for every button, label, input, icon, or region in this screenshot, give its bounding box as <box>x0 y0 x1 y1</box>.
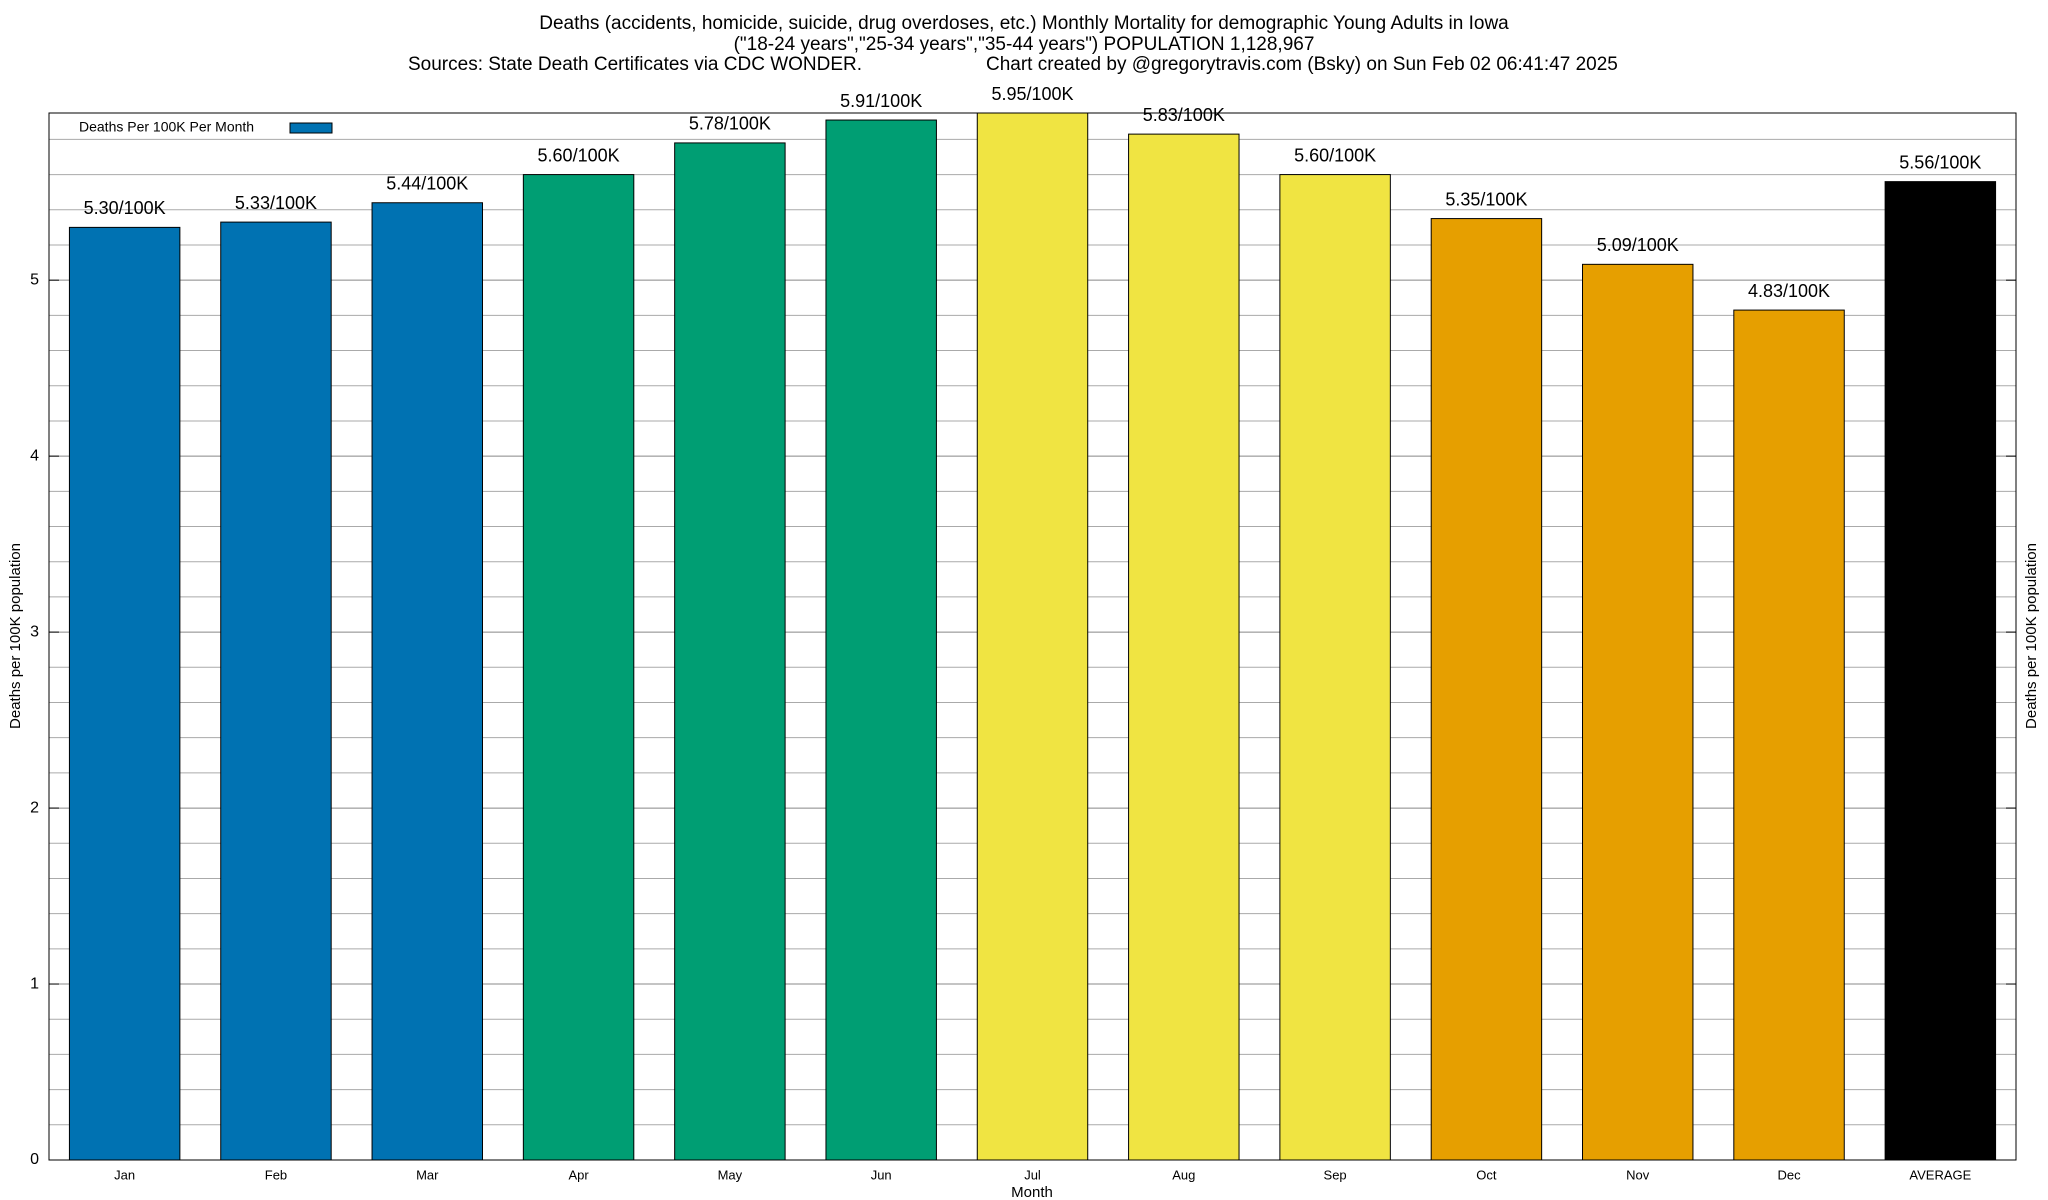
bar <box>825 119 937 1161</box>
bar <box>68 226 181 1161</box>
x-axis-label: Month <box>1011 1184 1053 1200</box>
x-tick-label: Nov <box>1626 1167 1650 1182</box>
y-tick-label: 5 <box>30 271 39 288</box>
value-label: 5.56/100K <box>1899 152 1981 172</box>
y-tick-label: 1 <box>30 975 39 992</box>
value-label: 5.83/100K <box>1143 105 1225 125</box>
bar <box>1884 181 1997 1161</box>
bar <box>976 112 1089 1161</box>
plot-frame <box>48 112 2017 1161</box>
y-tick-label: 0 <box>30 1151 39 1168</box>
x-tick-label: Jan <box>114 1167 135 1182</box>
source: Sources: State Death Certificates via CD… <box>408 54 862 75</box>
x-tick-label: May <box>718 1167 743 1182</box>
x-tick-label: Jul <box>1024 1167 1041 1182</box>
legend-label: Deaths Per 100K Per Month <box>79 119 254 135</box>
value-label: 4.83/100K <box>1748 281 1830 301</box>
value-label: 5.35/100K <box>1445 189 1527 209</box>
x-tick-label: Apr <box>568 1167 589 1182</box>
value-label: 5.60/100K <box>1294 145 1376 165</box>
bar <box>674 142 786 1161</box>
x-tick-label: Dec <box>1777 1167 1801 1182</box>
value-label: 5.95/100K <box>991 84 1073 104</box>
x-tick-label: Oct <box>1476 1167 1497 1182</box>
bar <box>220 221 332 1161</box>
x-tick-label: Jun <box>871 1167 892 1182</box>
bar <box>1128 133 1240 1161</box>
legend-swatch <box>289 122 333 134</box>
x-tick-label: Aug <box>1172 1167 1195 1182</box>
x-tick-label: Feb <box>265 1167 287 1182</box>
y-tick-label: 4 <box>30 447 39 464</box>
value-label: 5.44/100K <box>386 173 468 193</box>
bar <box>522 174 635 1161</box>
bar <box>371 202 483 1161</box>
value-label: 5.33/100K <box>235 193 317 213</box>
value-label: 5.09/100K <box>1597 235 1679 255</box>
y-tick-label: 2 <box>30 799 39 816</box>
credit: Chart created by @gregorytravis.com (Bsk… <box>986 54 1618 75</box>
chart-title: Deaths (accidents, homicide, suicide, dr… <box>539 13 1509 34</box>
value-label: 5.30/100K <box>84 198 166 218</box>
bar <box>1279 174 1391 1161</box>
value-label: 5.60/100K <box>538 145 620 165</box>
y2-axis-label: Deaths per 100K population <box>2023 543 2040 729</box>
y-tick-label: 3 <box>30 623 39 640</box>
bar <box>1430 218 1543 1161</box>
bar <box>1733 309 1845 1161</box>
bar <box>1582 263 1694 1161</box>
x-tick-label: Sep <box>1324 1167 1347 1182</box>
x-tick-label: AVERAGE <box>1909 1167 1971 1182</box>
x-tick-label: Mar <box>416 1167 439 1182</box>
value-label: 5.91/100K <box>840 91 922 111</box>
value-label: 5.78/100K <box>689 114 771 134</box>
y-axis-label: Deaths per 100K population <box>7 543 24 729</box>
chart-subtitle: ("18-24 years","25-34 years","35-44 year… <box>734 34 1315 55</box>
